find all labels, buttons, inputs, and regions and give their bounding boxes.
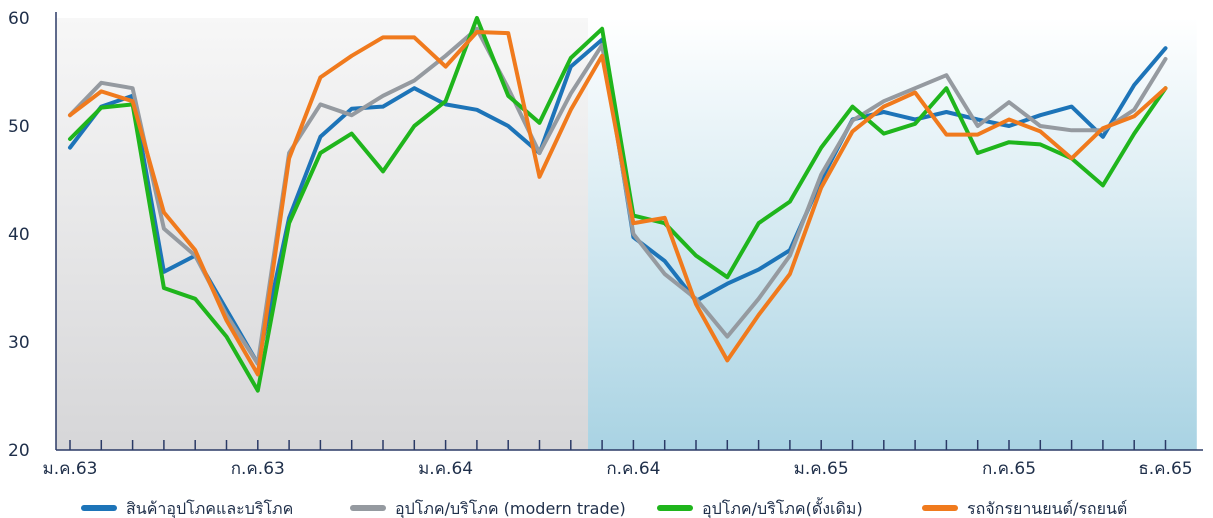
shading-region-1	[588, 18, 1197, 450]
series-line-2	[68, 16, 1168, 393]
y-tick-label: 60	[8, 9, 30, 29]
y-tick-label: 20	[8, 441, 30, 461]
legend: สินค้าอุปโภคและบริโภค อุปโภค/บริโภค (mode…	[81, 497, 1127, 518]
y-tick-label: 50	[8, 117, 30, 137]
shading-region-0	[56, 18, 589, 450]
x-tick-label: ก.ค.63	[231, 459, 285, 479]
axes	[55, 12, 1203, 451]
x-tick-label: ม.ค.63	[42, 459, 97, 479]
background-shading	[56, 18, 1197, 450]
legend-label-2: อุปโภค/บริโภค(ดั้งเดิม)	[702, 497, 863, 518]
x-tick-label: ม.ค.64	[418, 459, 473, 479]
y-tick-label: 40	[8, 225, 30, 245]
y-tick-label: 30	[8, 333, 30, 353]
series-lines	[68, 16, 1168, 393]
x-tick-label: ธ.ค.65	[1138, 459, 1192, 479]
tick-labels: 20 30 40 50 60 ม.ค.63 ก.ค.63 ม.ค.64 ก.ค.64 ม.ค.65…	[8, 9, 1193, 479]
x-tick-label: ก.ค.65	[982, 459, 1036, 479]
series-line-3	[68, 30, 1168, 377]
legend-label-0: สินค้าอุปโภคและบริโภค	[126, 499, 293, 518]
legend-label-1: อุปโภค/บริโภค (modern trade)	[395, 499, 626, 518]
x-tick-label: ก.ค.64	[606, 459, 660, 479]
x-tick-label: ม.ค.65	[794, 459, 849, 479]
legend-label-3: รถจักรยานยนต์/รถยนต์	[967, 499, 1127, 518]
